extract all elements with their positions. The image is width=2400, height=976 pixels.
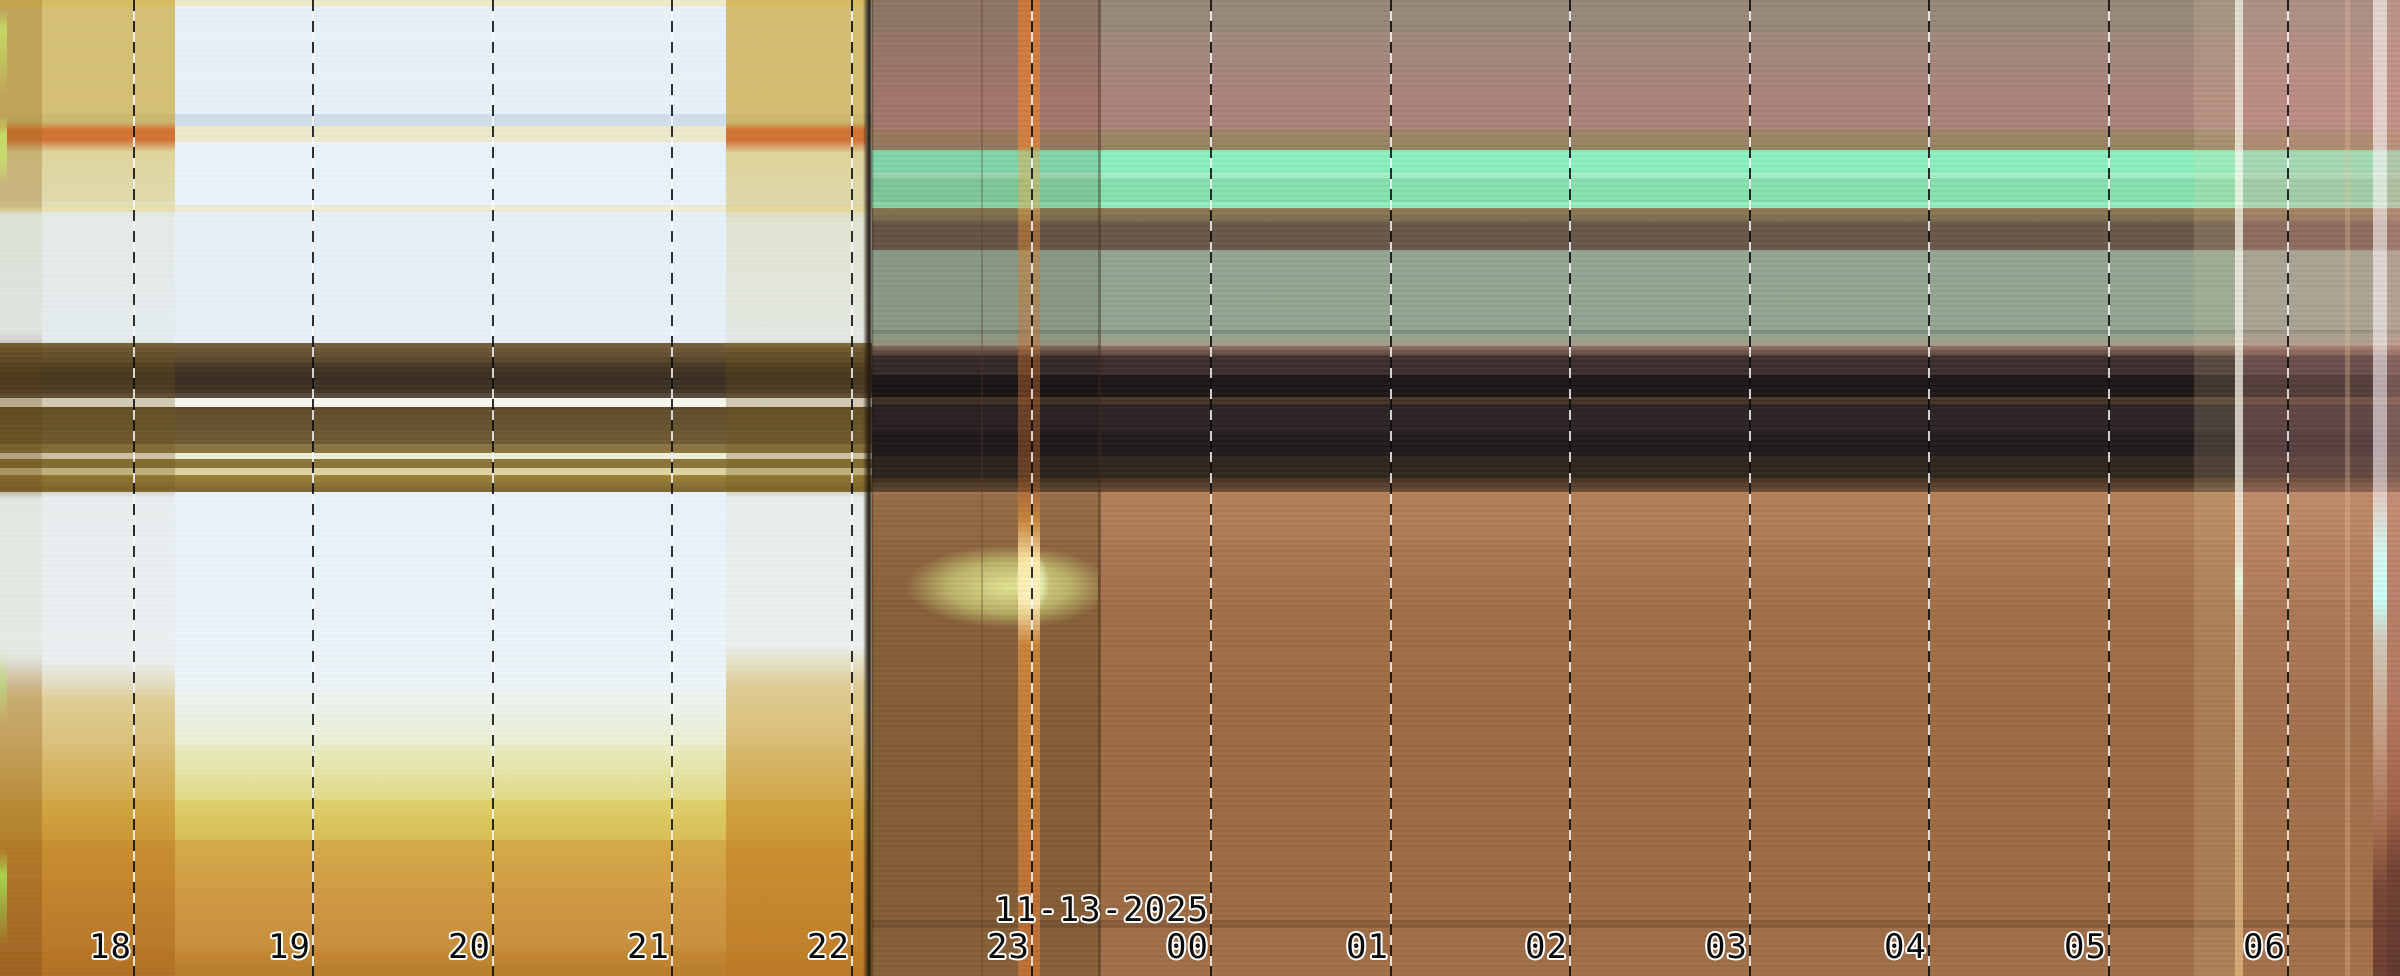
color-band xyxy=(872,375,2400,397)
green-airglow-patch xyxy=(876,535,1098,650)
color-band xyxy=(872,0,2400,32)
gold-column-a xyxy=(0,0,175,976)
color-band xyxy=(872,178,2400,202)
color-band xyxy=(872,432,2400,456)
hour-tick-label: 18 xyxy=(89,927,132,967)
dusk-column-tint xyxy=(872,0,1100,976)
hour-tick-label: 04 xyxy=(1884,927,1927,967)
moon-stripe xyxy=(1018,0,1040,976)
hour-tick-label: 19 xyxy=(268,927,311,967)
gold-column-b xyxy=(726,0,866,976)
color-band xyxy=(0,475,872,492)
color-band xyxy=(872,700,2400,920)
color-band xyxy=(872,250,2400,330)
segment-splice-line xyxy=(863,0,874,976)
hour-tick-label: 02 xyxy=(1525,927,1568,967)
hour-gridline xyxy=(1210,0,1212,976)
bright-right-stripe xyxy=(2373,0,2387,976)
light-column xyxy=(2194,0,2236,976)
hour-gridline xyxy=(312,0,314,976)
color-band xyxy=(872,356,2400,375)
hour-gridline xyxy=(2287,0,2289,976)
color-band xyxy=(872,540,2400,600)
hour-gridline xyxy=(851,0,853,976)
color-band xyxy=(872,478,2400,492)
column-boundary-line xyxy=(1098,0,1101,976)
pink-column xyxy=(2243,0,2373,976)
faint-seam-line xyxy=(981,0,983,976)
color-band xyxy=(872,920,2400,928)
edge-column xyxy=(2387,0,2400,976)
hour-gridline xyxy=(2108,0,2110,976)
lime-edge-sliver xyxy=(0,0,7,976)
color-band xyxy=(0,205,872,212)
color-band xyxy=(872,150,2400,173)
keogram-segment-right xyxy=(872,0,2400,976)
hour-tick-label: 03 xyxy=(1705,927,1748,967)
hour-gridline xyxy=(1928,0,1930,976)
color-band xyxy=(872,346,2400,356)
color-band xyxy=(872,222,2400,250)
color-band xyxy=(872,397,2400,404)
hour-gridline xyxy=(1749,0,1751,976)
keogram-segment-left xyxy=(0,0,872,976)
color-band xyxy=(0,468,872,475)
hour-tick-label: 21 xyxy=(627,927,670,967)
date-label: 11-13-2025 xyxy=(994,890,1209,930)
hour-gridline xyxy=(671,0,673,976)
hour-gridline xyxy=(1569,0,1571,976)
color-band xyxy=(872,600,2400,700)
color-band xyxy=(0,393,872,398)
color-band xyxy=(0,126,872,142)
color-band xyxy=(872,928,2400,976)
hour-tick-label: 01 xyxy=(1346,927,1389,967)
color-band xyxy=(872,330,2400,334)
color-band xyxy=(872,90,2400,130)
faint-right-line xyxy=(2345,0,2350,976)
color-band xyxy=(872,130,2400,150)
hour-tick-label: 22 xyxy=(807,927,850,967)
color-band xyxy=(872,173,2400,178)
color-band xyxy=(872,334,2400,346)
pale-stripe xyxy=(2235,0,2243,976)
color-band xyxy=(0,459,872,468)
hour-tick-label: 06 xyxy=(2243,927,2286,967)
color-band xyxy=(0,453,872,459)
color-band xyxy=(0,114,872,126)
hour-gridline xyxy=(1031,0,1033,976)
color-band xyxy=(872,202,2400,208)
color-band xyxy=(0,0,872,6)
hour-gridline xyxy=(133,0,135,976)
hour-gridline xyxy=(492,0,494,976)
hour-tick-label: 20 xyxy=(448,927,491,967)
color-band xyxy=(872,404,2400,432)
color-band xyxy=(872,456,2400,478)
hour-tick-label: 05 xyxy=(2064,927,2107,967)
hour-gridline xyxy=(1390,0,1392,976)
color-band xyxy=(0,444,872,453)
gold-column-a-inner xyxy=(0,0,42,976)
color-band xyxy=(872,32,2400,90)
color-band xyxy=(872,492,2400,540)
color-band xyxy=(872,208,2400,222)
hour-tick-label: 00 xyxy=(1166,927,1209,967)
color-band xyxy=(0,343,872,363)
color-band xyxy=(0,398,872,407)
hour-tick-label: 23 xyxy=(987,927,1030,967)
